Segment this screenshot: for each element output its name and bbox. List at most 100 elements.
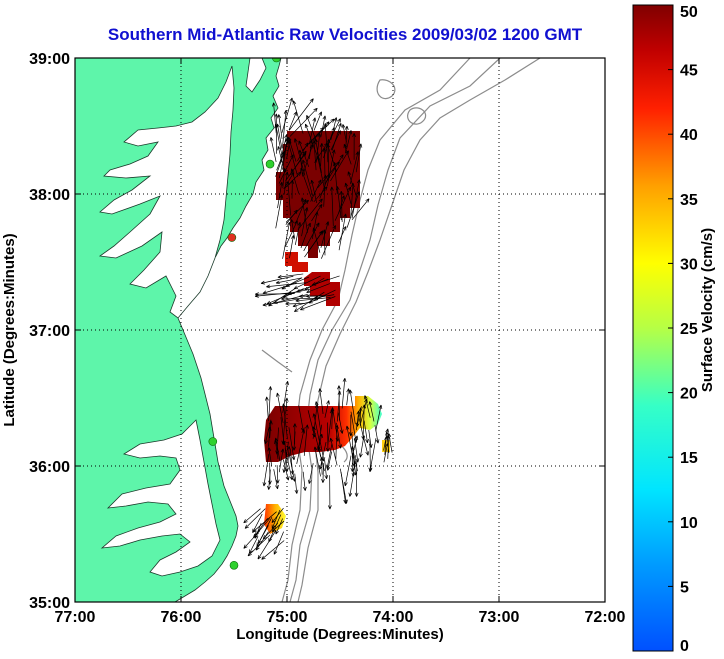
current-vector bbox=[289, 235, 295, 259]
current-vector bbox=[335, 186, 342, 221]
current-vector bbox=[269, 137, 277, 162]
current-vector bbox=[301, 159, 314, 196]
current-vector bbox=[271, 507, 284, 523]
colorbar-tick-label: 40 bbox=[680, 127, 698, 144]
current-vector bbox=[295, 199, 307, 225]
map-title: Southern Mid-Atlantic Raw Velocities 200… bbox=[108, 25, 583, 44]
current-vector bbox=[287, 446, 291, 463]
colorbar-tick-label: 45 bbox=[680, 63, 698, 80]
current-vector bbox=[312, 227, 321, 253]
current-vector bbox=[298, 140, 310, 168]
current-vector bbox=[313, 111, 322, 131]
colorbar-tick-label: 20 bbox=[680, 386, 698, 403]
current-vector bbox=[362, 435, 370, 456]
current-vector bbox=[308, 117, 317, 145]
current-vector bbox=[339, 468, 348, 504]
current-vector bbox=[330, 186, 334, 226]
current-vector bbox=[344, 182, 352, 204]
current-vector bbox=[271, 520, 285, 533]
current-vector bbox=[303, 424, 309, 456]
current-vector bbox=[346, 388, 351, 406]
current-vector bbox=[285, 301, 306, 306]
current-vector bbox=[341, 124, 347, 143]
current-vector bbox=[277, 146, 285, 173]
current-vector bbox=[253, 518, 271, 538]
current-vector bbox=[363, 395, 371, 418]
current-vector bbox=[271, 102, 277, 134]
current-vector bbox=[341, 377, 347, 409]
current-vector bbox=[319, 143, 324, 167]
current-vector bbox=[257, 525, 269, 544]
current-vector bbox=[348, 414, 353, 436]
radar-site-site-outer-banks-south bbox=[229, 560, 239, 570]
plot-area bbox=[75, 58, 605, 602]
current-vector bbox=[323, 123, 329, 163]
current-vector bbox=[290, 179, 295, 199]
current-vector bbox=[345, 425, 354, 459]
current-vector bbox=[317, 433, 323, 452]
x-tick-label: 74:00 bbox=[373, 609, 414, 626]
current-vector bbox=[281, 277, 303, 290]
current-vector bbox=[271, 509, 281, 529]
colorbar-tick-label: 35 bbox=[680, 192, 698, 209]
current-vector bbox=[275, 465, 280, 484]
current-vector bbox=[303, 144, 314, 174]
colorbar-tick-label: 25 bbox=[680, 321, 698, 338]
current-vector bbox=[300, 222, 311, 249]
current-vector bbox=[273, 294, 308, 305]
colorbar bbox=[632, 4, 674, 652]
radar-site-site-delmarva bbox=[265, 159, 275, 169]
current-vector bbox=[261, 540, 285, 560]
velocity-field bbox=[264, 131, 390, 534]
current-vector bbox=[337, 385, 341, 421]
current-vector bbox=[324, 460, 329, 480]
current-vector bbox=[363, 420, 369, 444]
current-vector bbox=[277, 273, 304, 279]
x-tick-label: 72:00 bbox=[585, 609, 626, 626]
current-vector bbox=[354, 437, 360, 463]
current-vector bbox=[292, 431, 297, 451]
current-vector bbox=[304, 231, 324, 258]
current-vector bbox=[320, 115, 327, 137]
current-vector bbox=[254, 292, 295, 297]
current-vector bbox=[257, 530, 276, 560]
current-vector bbox=[375, 404, 383, 432]
current-vector bbox=[254, 292, 294, 298]
current-vector bbox=[359, 435, 365, 458]
current-vector bbox=[306, 114, 318, 143]
current-vector bbox=[292, 100, 304, 134]
current-vector bbox=[267, 426, 272, 447]
current-vector bbox=[324, 400, 330, 418]
current-vector bbox=[368, 401, 375, 422]
radar-site-site-outer-banks-north bbox=[208, 437, 218, 446]
current-vector bbox=[306, 283, 330, 294]
current-vector bbox=[383, 443, 389, 463]
colorbar-tick-label: 10 bbox=[680, 515, 698, 532]
delaware-bay bbox=[245, 58, 267, 93]
current-vector bbox=[284, 448, 294, 481]
y-tick-label: 38:00 bbox=[29, 187, 70, 204]
current-vector bbox=[275, 194, 284, 229]
current-vector bbox=[275, 277, 302, 285]
current-vector bbox=[302, 471, 307, 491]
current-vector bbox=[297, 198, 323, 230]
pamlico-sound bbox=[100, 419, 221, 577]
current-vector bbox=[314, 401, 322, 432]
current-vector bbox=[335, 424, 339, 460]
current-vector bbox=[267, 469, 271, 490]
radar-site-site-north bbox=[272, 58, 281, 63]
current-vector bbox=[282, 110, 288, 149]
current-vector bbox=[355, 143, 363, 173]
current-vector bbox=[262, 454, 270, 487]
current-vector bbox=[322, 229, 327, 256]
current-vector bbox=[288, 427, 296, 461]
current-vector bbox=[268, 386, 273, 417]
current-vector bbox=[338, 226, 347, 244]
current-vector bbox=[338, 195, 345, 214]
current-vector bbox=[282, 222, 291, 259]
x-axis-ticks: 77:00 76:00 75:00 74:00 73:00 72:00 bbox=[55, 58, 626, 626]
current-vector bbox=[329, 437, 338, 466]
current-vector bbox=[300, 197, 308, 233]
current-vector bbox=[273, 531, 284, 555]
